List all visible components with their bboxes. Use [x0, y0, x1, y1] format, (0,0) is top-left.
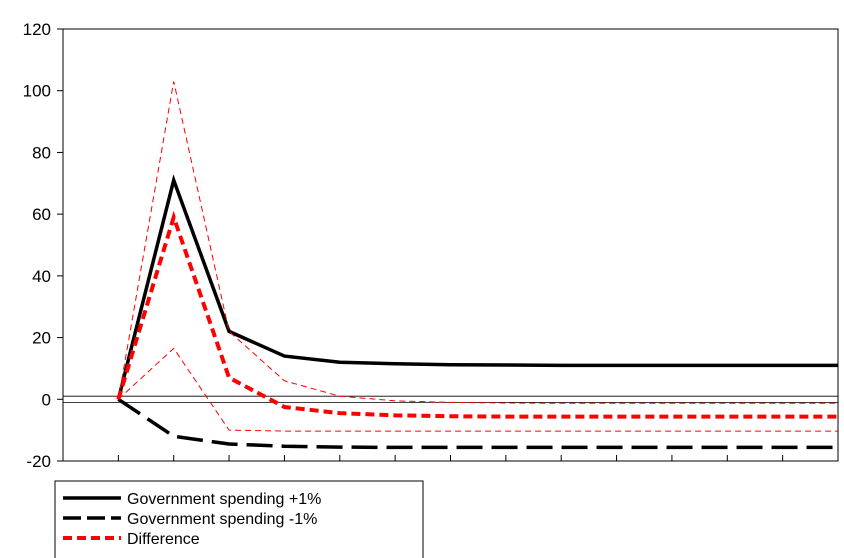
y-tick-label: 20 [32, 329, 51, 348]
confidence-band-line-4 [118, 347, 838, 432]
y-tick-label: 80 [32, 143, 51, 162]
confidence-band-line-3 [117, 81, 838, 404]
legend-label: Difference [127, 531, 200, 548]
series-line-government-spending-1 [116, 174, 838, 400]
legend-label: Government spending +1% [127, 491, 321, 508]
y-tick-label: 120 [23, 20, 51, 39]
y-tick-label: -20 [26, 452, 51, 471]
y-tick-label: 40 [32, 267, 51, 286]
legend: Government spending +1% Government spendi… [54, 480, 424, 558]
y-tick-label: 0 [42, 390, 51, 409]
y-tick-label: 100 [23, 82, 51, 101]
legend-label: Government spending -1% [127, 511, 317, 528]
legend-box [54, 480, 424, 558]
series-line-government-spending-1 [117, 397, 838, 450]
y-tick-label: 60 [32, 205, 51, 224]
series-line-difference [116, 210, 838, 419]
